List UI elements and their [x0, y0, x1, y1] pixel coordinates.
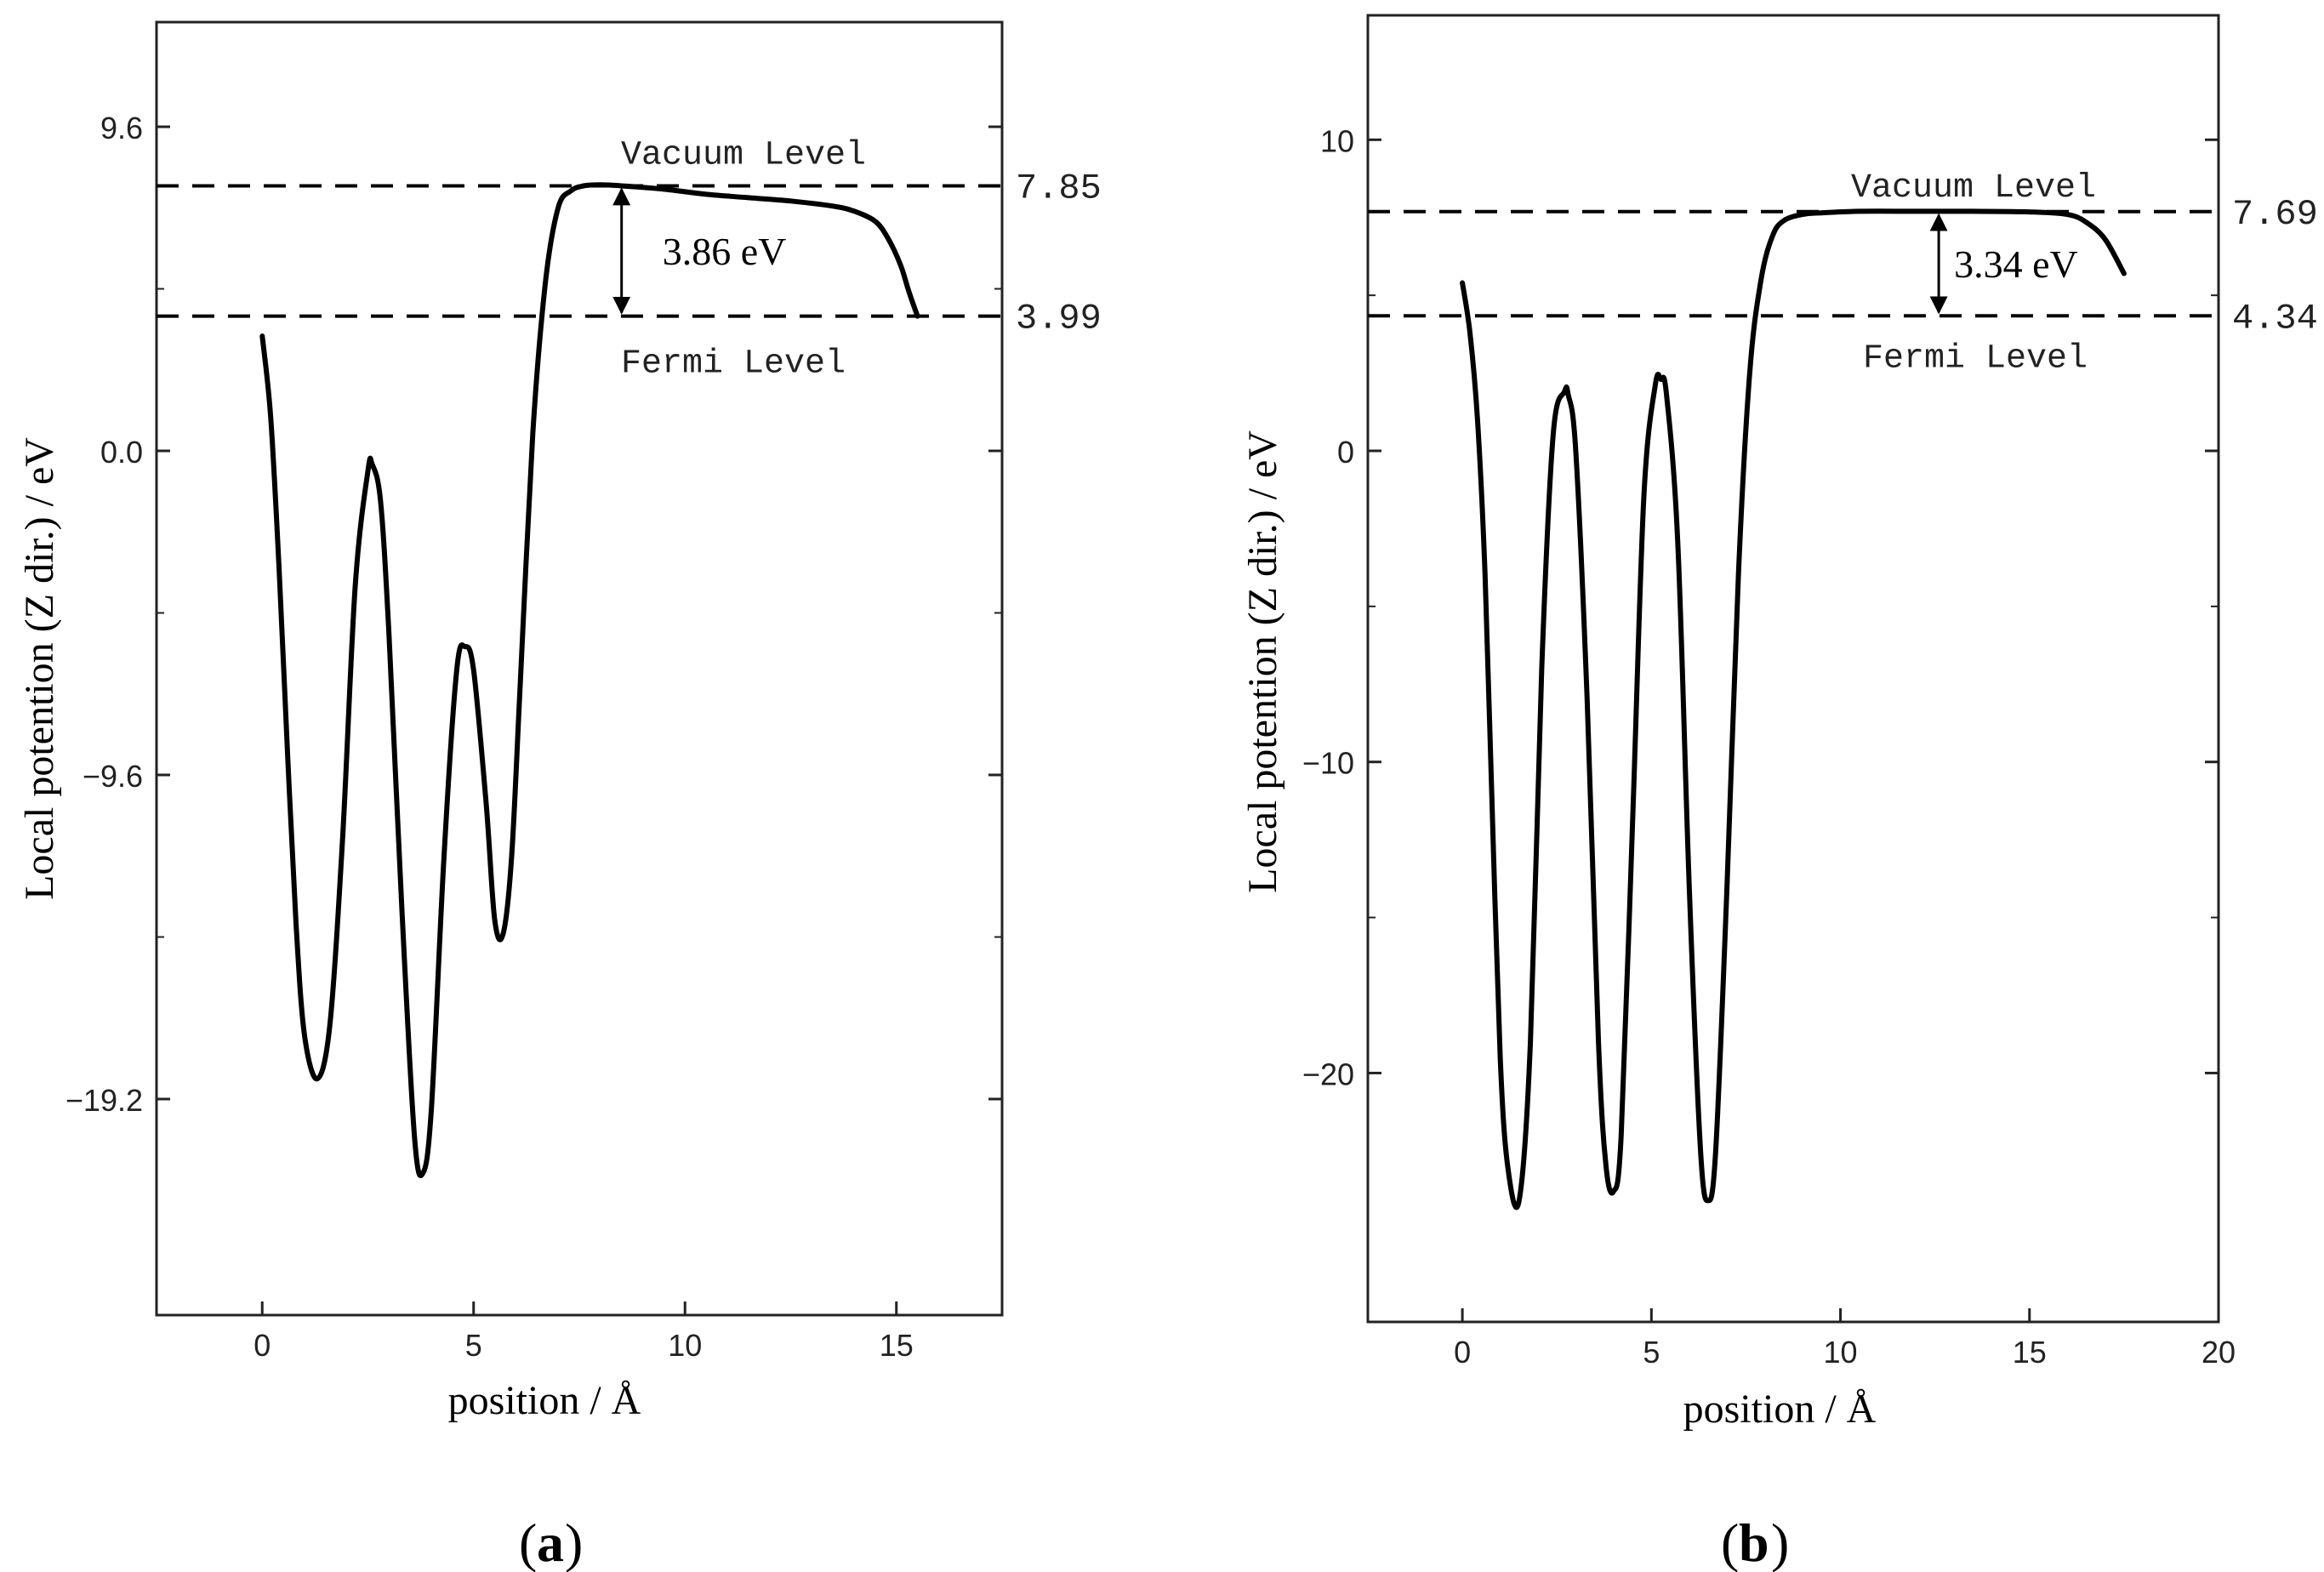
panel-label-letter-a: a: [537, 1512, 564, 1572]
y-ticks-a: 9.6 0.0 −9.6 −19.2: [66, 111, 1002, 1118]
panel-label-open-paren-a: (: [519, 1512, 537, 1572]
fermi-level-value-a: 3.99: [1016, 299, 1102, 339]
y-axis-label-a: Local potention (Z dir.) / eV: [17, 437, 62, 900]
panel-label-close-paren-a: ): [565, 1512, 583, 1572]
potential-curve-b: [1460, 208, 2127, 1210]
x-tick-label-a: 5: [465, 1328, 482, 1363]
panel-label-open-paren-b: (: [1721, 1512, 1739, 1572]
vacuum-level-label-b: Vacuum Level: [1851, 169, 2096, 208]
x-tick-label-a: 0: [253, 1328, 271, 1363]
x-tick-label-b: 15: [2013, 1335, 2047, 1370]
y-tick-label-b: 0: [1337, 435, 1354, 470]
x-tick-label-b: 5: [1643, 1335, 1660, 1370]
x-axis-label-b: position / Å: [1683, 1387, 1877, 1432]
potential-curve-a: [259, 182, 920, 1179]
x-tick-label-b: 10: [1824, 1335, 1858, 1370]
y-ticks-b: 10 0 −10 −20: [1302, 123, 2219, 1091]
vacuum-level-value-b: 7.69: [2232, 194, 2318, 235]
x-axis-label-a: position / Å: [448, 1378, 641, 1423]
x-tick-label-a: 10: [668, 1328, 702, 1363]
vacuum-level-label-a: Vacuum Level: [621, 136, 866, 174]
x-tick-label-a: 15: [880, 1328, 914, 1363]
vacuum-level-value-a: 7.85: [1016, 168, 1102, 208]
x-tick-label-b: 0: [1454, 1335, 1471, 1370]
fermi-level-value-b: 4.34: [2232, 298, 2318, 339]
y-axis-label-b: Local potention (Z dir.) / eV: [1240, 430, 1285, 893]
panel-label-a: ( a ): [519, 1512, 583, 1572]
plot-frame-a: [155, 20, 1004, 1317]
work-function-label-a: 3.86 eV: [663, 230, 787, 273]
panel-label-letter-b: b: [1739, 1512, 1769, 1572]
y-tick-label-a: 9.6: [100, 111, 143, 145]
fermi-level-label-a: Fermi Level: [621, 345, 846, 384]
panel-b: 10 0 −10 −20 0 5 10 15 20 Vacuum Level Fermi Le…: [1240, 14, 2318, 1572]
fermi-level-label-b: Fermi Level: [1863, 339, 2088, 378]
work-function-label-b: 3.34 eV: [1954, 242, 2078, 286]
x-ticks-b: 0 5 10 15 20: [1454, 1308, 2236, 1370]
panel-label-b: ( b ): [1721, 1512, 1789, 1572]
x-ticks-a: 0 5 10 15: [253, 1301, 914, 1363]
panel-label-close-paren-b: ): [1771, 1512, 1789, 1572]
y-tick-label-a: 0.0: [100, 435, 143, 470]
y-tick-label-b: 10: [1320, 123, 1354, 158]
x-tick-label-b: 20: [2202, 1335, 2236, 1370]
plot-frame-b: [1366, 14, 2220, 1324]
y-tick-label-a: −9.6: [83, 759, 143, 794]
y-tick-label-b: −20: [1302, 1057, 1354, 1091]
panel-a: 9.6 0.0 −9.6 −19.2 0 5 10 15 Vacuum Level Ferm…: [17, 20, 1102, 1572]
y-tick-label-a: −19.2: [66, 1083, 143, 1118]
y-tick-label-b: −10: [1302, 746, 1354, 781]
